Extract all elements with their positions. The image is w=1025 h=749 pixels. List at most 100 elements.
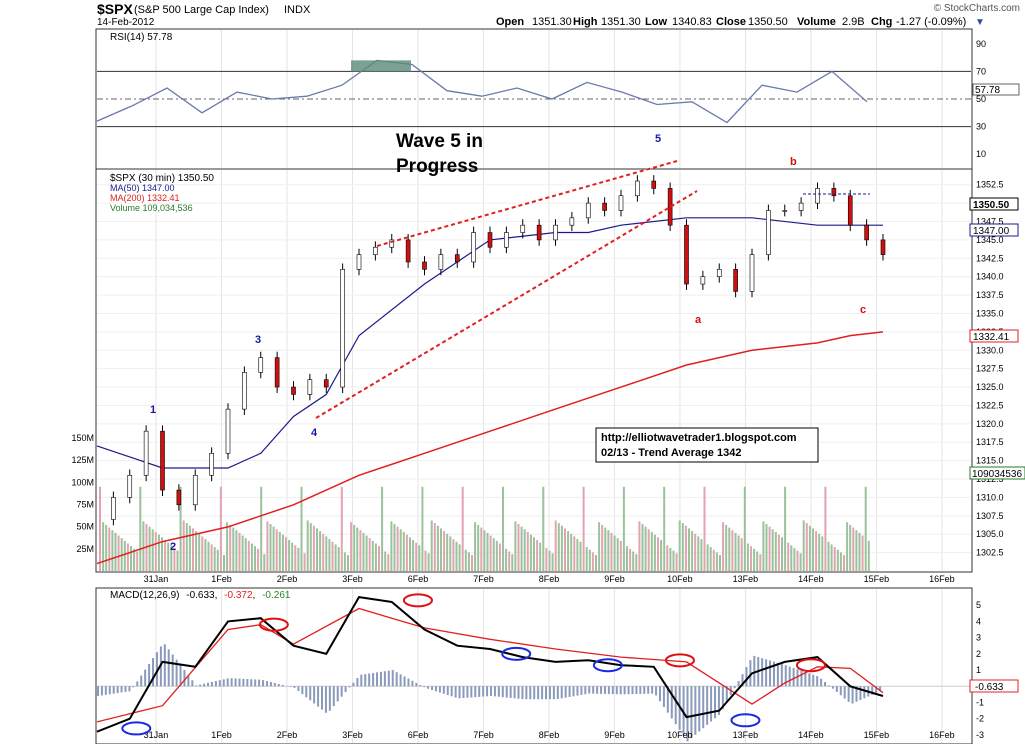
macd-histogram-bar — [765, 659, 767, 686]
macd-histogram-bar — [101, 686, 103, 695]
volume-bar — [490, 536, 492, 571]
volume-bar — [645, 527, 647, 571]
volume-bar — [570, 534, 572, 571]
macd-histogram-bar — [305, 686, 307, 697]
candle-body — [619, 196, 623, 211]
macd-histogram-bar — [404, 676, 406, 686]
macd-histogram-bar — [573, 686, 575, 696]
volume-bar — [341, 487, 343, 571]
volume-bar — [694, 534, 696, 571]
header-name: (S&P 500 Large Cap Index) — [134, 4, 269, 16]
candle-body — [799, 203, 803, 210]
volume-bar — [846, 522, 848, 571]
macd-histogram-bar — [411, 681, 413, 687]
volume-bar — [136, 551, 138, 571]
volume-bar — [561, 526, 563, 571]
macd-histogram-bar — [647, 686, 649, 693]
volume-bar — [310, 523, 312, 571]
macd-histogram-bar — [580, 686, 582, 695]
macd-histogram-bar — [384, 671, 386, 686]
macd-histogram-bar — [164, 644, 166, 686]
rsi-label: RSI(14) 57.78 — [110, 32, 173, 43]
volume-bar — [769, 527, 771, 571]
volume-bar — [474, 522, 476, 571]
candle-body — [685, 225, 689, 284]
volume-bar — [304, 553, 306, 571]
volume-bar — [239, 533, 241, 571]
volume-bar — [676, 553, 678, 571]
macd-histogram-bar — [246, 679, 248, 686]
volume-bar — [505, 549, 507, 571]
volume-bar — [394, 524, 396, 571]
volume-bar — [728, 528, 730, 571]
volume-bar — [704, 487, 706, 571]
x-tick-label: 14Feb — [798, 574, 824, 584]
macd-histogram-bar — [863, 686, 865, 698]
price-tick-label: 1330.0 — [976, 345, 1004, 355]
macd-histogram-bar — [219, 680, 221, 686]
volume-bar — [167, 543, 169, 571]
volume-bar — [245, 538, 247, 571]
volume-bar — [217, 550, 219, 571]
volume-bar — [118, 536, 120, 571]
volume-bar — [127, 544, 129, 571]
macd-histogram-bar — [455, 686, 457, 697]
macd-histogram-bar — [419, 685, 421, 686]
macd-histogram-bar — [671, 686, 673, 718]
macd-histogram-bar — [431, 686, 433, 690]
price-tick-label: 1307.5 — [976, 511, 1004, 521]
volume-bar — [821, 536, 823, 571]
volume-bar — [425, 551, 427, 571]
macd-histogram-bar — [231, 678, 233, 686]
volume-bar — [115, 533, 117, 571]
macd-histogram-bar — [639, 686, 641, 694]
candle-body — [734, 269, 738, 291]
macd-histogram-bar — [848, 686, 850, 702]
macd-histogram-bar — [337, 686, 339, 701]
volume-bar — [530, 535, 532, 571]
wave-label-5: 5 — [655, 133, 661, 145]
volume-bar — [338, 547, 340, 571]
wave-label-b: b — [790, 156, 797, 168]
volume-bar — [592, 552, 594, 571]
candle-body — [324, 380, 328, 387]
volume-bar — [545, 548, 547, 571]
volume-bar — [260, 487, 262, 571]
macd-histogram-bar — [380, 672, 382, 686]
volume-bar — [741, 538, 743, 571]
macd-histogram-bar — [840, 686, 842, 695]
volume-bar — [487, 533, 489, 571]
volume-bar — [778, 535, 780, 571]
wave-label-3: 3 — [255, 334, 261, 346]
price-tick-label: 1302.5 — [976, 548, 1004, 558]
volume-bar — [397, 527, 399, 571]
legend-volume: Volume 109,034,536 — [110, 203, 193, 213]
header-date: 14-Feb-2012 — [97, 17, 155, 28]
macd-histogram-bar — [537, 686, 539, 699]
macd-x-tick-label: 16Feb — [929, 730, 955, 740]
macd-histogram-bar — [600, 686, 602, 694]
macd-histogram-bar — [352, 683, 354, 687]
macd-histogram-bar — [360, 675, 362, 687]
macd-histogram-bar — [769, 661, 771, 687]
macd-x-tick-label: 9Feb — [604, 730, 625, 740]
macd-histogram-bar — [612, 686, 614, 694]
candle-body — [570, 218, 574, 225]
volume-tick-label: 100M — [71, 477, 94, 487]
volume-bar — [583, 487, 585, 571]
price-tick-label: 1342.5 — [976, 253, 1004, 263]
macd-histogram-bar — [423, 686, 425, 687]
macd-histogram-bar — [117, 686, 119, 693]
volume-bar — [722, 522, 724, 571]
volume-bar — [291, 543, 293, 571]
volume-bar — [108, 528, 110, 571]
macd-histogram-bar — [745, 667, 747, 686]
chg-down-icon: ▼ — [975, 17, 985, 28]
macd-histogram-bar — [474, 686, 476, 697]
volume-bar — [834, 547, 836, 571]
volume-bar — [434, 523, 436, 571]
volume-bar — [226, 522, 228, 571]
volume-bar — [440, 528, 442, 571]
macd-histogram-bar — [329, 686, 331, 710]
volume-bar — [511, 554, 513, 571]
